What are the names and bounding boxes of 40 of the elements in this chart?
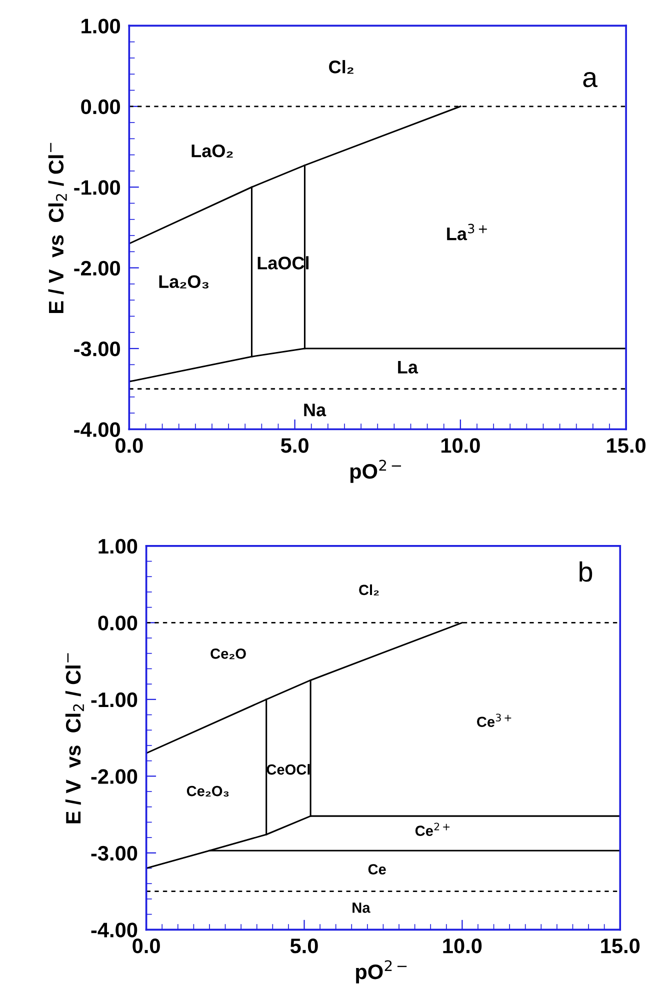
x-axis-title: pO$^{2−}$ bbox=[350, 460, 401, 483]
y-tick-label: -3.00 bbox=[91, 846, 138, 861]
x-tick-label: 0.0 bbox=[116, 438, 143, 453]
annotation: Cl₂ bbox=[359, 584, 379, 596]
y-axis-title: E / V vs Cl$_{2}$ / Cl$^{−}$ bbox=[48, 142, 67, 313]
y-tick-label: -4.00 bbox=[74, 422, 120, 437]
y-tick-label: -3.00 bbox=[74, 342, 120, 356]
annotation: Ce₂O₃ bbox=[186, 786, 229, 797]
y-tick-label: -1.00 bbox=[74, 180, 120, 195]
y-tick-label: 1.00 bbox=[98, 538, 138, 554]
y-tick-label: -2.00 bbox=[91, 769, 138, 784]
y-tick-label: -2.00 bbox=[74, 260, 120, 276]
annotation: Na bbox=[352, 902, 370, 913]
annotation: CeOCl bbox=[266, 764, 310, 775]
annotation: b bbox=[580, 561, 592, 582]
x-tick-label: 10.0 bbox=[441, 438, 480, 453]
y-axis-title: E / V vs Cl$_{2}$ / Cl$^{−}$ bbox=[65, 653, 84, 824]
x-tick-label: 5.0 bbox=[290, 938, 318, 954]
annotation: Ce$^{2+}$ bbox=[415, 822, 450, 836]
x-tick-label: 15.0 bbox=[601, 938, 640, 954]
annotation: Ce$^{3+}$ bbox=[477, 714, 512, 728]
annotation: La$^{3+}$ bbox=[447, 224, 487, 240]
annotation: Na bbox=[304, 404, 326, 416]
x-tick-label: 5.0 bbox=[280, 438, 308, 453]
y-tick-label: 0.00 bbox=[81, 99, 120, 114]
annotation: Ce bbox=[368, 864, 386, 874]
y-tick-label: 0.00 bbox=[98, 616, 138, 630]
annotation: Ce₂O bbox=[210, 648, 246, 660]
y-tick-label: -4.00 bbox=[91, 922, 138, 938]
annotation: La bbox=[398, 360, 418, 374]
x-tick-label: 0.0 bbox=[132, 938, 160, 954]
x-tick-label: 15.0 bbox=[607, 438, 646, 453]
x-axis-title: pO$^{2−}$ bbox=[356, 960, 407, 984]
annotation: a bbox=[583, 72, 598, 88]
x-tick-label: 10.0 bbox=[443, 938, 482, 954]
annotation: LaO₂ bbox=[192, 144, 233, 158]
y-tick-label: 1.00 bbox=[82, 18, 120, 34]
y-tick-label: -1.00 bbox=[91, 692, 138, 708]
annotation: La₂O₃ bbox=[159, 275, 208, 288]
annotation: Cl₂ bbox=[329, 60, 354, 74]
